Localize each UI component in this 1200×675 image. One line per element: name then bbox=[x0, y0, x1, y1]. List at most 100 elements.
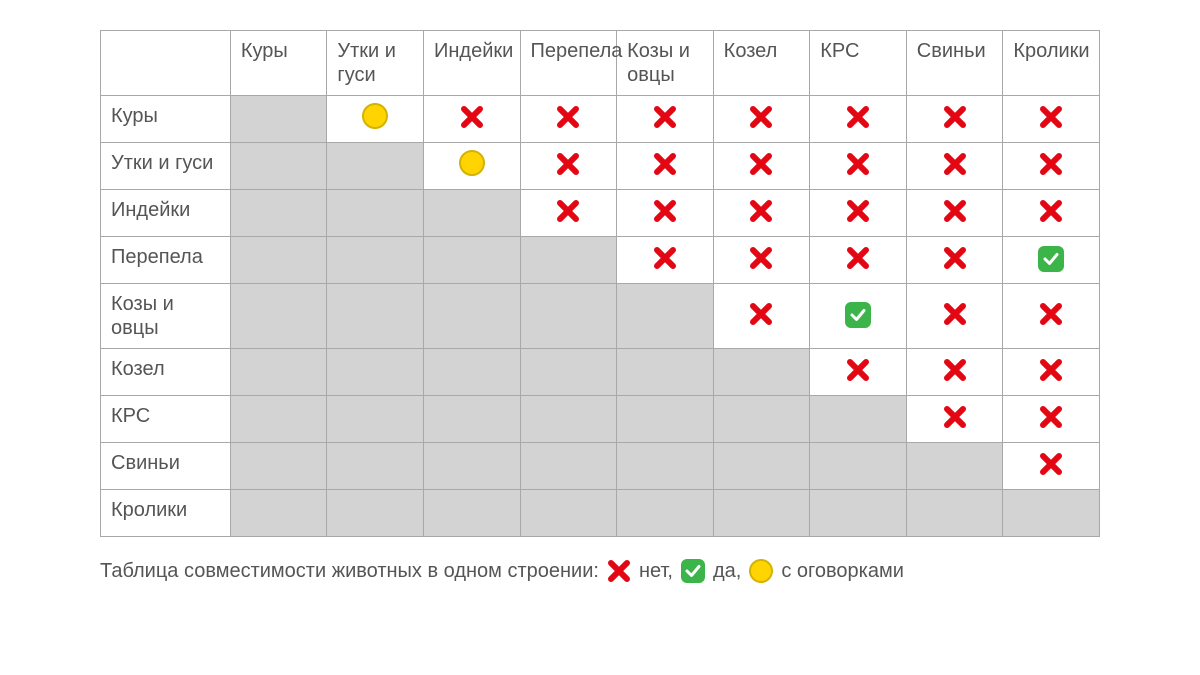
table-row: Утки и гуси bbox=[101, 143, 1100, 190]
no-icon bbox=[747, 197, 775, 225]
row-header: Перепела bbox=[101, 237, 231, 284]
cell bbox=[810, 443, 907, 490]
cell bbox=[230, 96, 327, 143]
cell bbox=[520, 284, 617, 349]
row-header: Индейки bbox=[101, 190, 231, 237]
cell bbox=[327, 96, 424, 143]
no-icon bbox=[1037, 450, 1065, 478]
cell bbox=[230, 396, 327, 443]
cell bbox=[906, 190, 1003, 237]
cell bbox=[713, 443, 810, 490]
cell bbox=[327, 349, 424, 396]
cell bbox=[810, 143, 907, 190]
cell bbox=[327, 237, 424, 284]
cell bbox=[327, 490, 424, 537]
legend-label-no: нет, bbox=[639, 560, 673, 583]
yes-icon bbox=[845, 302, 871, 328]
col-header: Козы и овцы bbox=[617, 31, 714, 96]
cell bbox=[810, 237, 907, 284]
maybe-icon bbox=[362, 103, 388, 129]
cell bbox=[906, 396, 1003, 443]
no-icon bbox=[1037, 403, 1065, 431]
no-icon bbox=[1037, 356, 1065, 384]
cell bbox=[617, 284, 714, 349]
cell bbox=[423, 190, 520, 237]
col-header: Перепела bbox=[520, 31, 617, 96]
table-row: КРС bbox=[101, 396, 1100, 443]
cell bbox=[423, 237, 520, 284]
cell bbox=[617, 349, 714, 396]
cell bbox=[230, 490, 327, 537]
cell bbox=[810, 284, 907, 349]
cell bbox=[1003, 490, 1100, 537]
cell bbox=[713, 490, 810, 537]
no-icon bbox=[747, 244, 775, 272]
no-icon bbox=[651, 244, 679, 272]
col-header: Козел bbox=[713, 31, 810, 96]
maybe-icon bbox=[459, 150, 485, 176]
cell bbox=[520, 443, 617, 490]
no-icon bbox=[941, 356, 969, 384]
col-header: Индейки bbox=[423, 31, 520, 96]
cell bbox=[230, 237, 327, 284]
cell bbox=[423, 396, 520, 443]
table-row: Свиньи bbox=[101, 443, 1100, 490]
cell bbox=[520, 96, 617, 143]
legend: Таблица совместимости животных в одном с… bbox=[100, 559, 1100, 583]
cell bbox=[713, 96, 810, 143]
cell bbox=[617, 96, 714, 143]
cell bbox=[327, 284, 424, 349]
no-icon bbox=[1037, 103, 1065, 131]
cell bbox=[327, 190, 424, 237]
cell bbox=[906, 237, 1003, 284]
cell bbox=[906, 349, 1003, 396]
table-row: Кролики bbox=[101, 490, 1100, 537]
no-icon bbox=[607, 559, 631, 583]
no-icon bbox=[1037, 300, 1065, 328]
cell bbox=[230, 349, 327, 396]
col-header: Свиньи bbox=[906, 31, 1003, 96]
compatibility-table: Куры Утки и гуси Индейки Перепела Козы и… bbox=[100, 30, 1100, 537]
col-header: Куры bbox=[230, 31, 327, 96]
no-icon bbox=[844, 197, 872, 225]
no-icon bbox=[941, 150, 969, 178]
cell bbox=[1003, 237, 1100, 284]
cell bbox=[520, 237, 617, 284]
cell bbox=[1003, 190, 1100, 237]
cell bbox=[906, 490, 1003, 537]
cell bbox=[617, 190, 714, 237]
row-header: Кролики bbox=[101, 490, 231, 537]
cell bbox=[423, 96, 520, 143]
cell bbox=[906, 284, 1003, 349]
no-icon bbox=[554, 150, 582, 178]
cell bbox=[810, 96, 907, 143]
no-icon bbox=[651, 150, 679, 178]
no-icon bbox=[747, 103, 775, 131]
no-icon bbox=[458, 103, 486, 131]
cell bbox=[520, 490, 617, 537]
no-icon bbox=[941, 244, 969, 272]
cell bbox=[423, 284, 520, 349]
yes-icon bbox=[681, 559, 705, 583]
corner-cell bbox=[101, 31, 231, 96]
cell bbox=[1003, 443, 1100, 490]
cell bbox=[906, 96, 1003, 143]
cell bbox=[713, 349, 810, 396]
no-icon bbox=[554, 103, 582, 131]
cell bbox=[520, 396, 617, 443]
cell bbox=[810, 490, 907, 537]
legend-label-yes: да, bbox=[713, 560, 741, 583]
cell bbox=[1003, 349, 1100, 396]
table-row: Индейки bbox=[101, 190, 1100, 237]
cell bbox=[1003, 96, 1100, 143]
row-header: Свиньи bbox=[101, 443, 231, 490]
no-icon bbox=[844, 356, 872, 384]
cell bbox=[520, 143, 617, 190]
table-row: Куры bbox=[101, 96, 1100, 143]
no-icon bbox=[941, 103, 969, 131]
no-icon bbox=[1037, 197, 1065, 225]
cell bbox=[906, 443, 1003, 490]
cell bbox=[713, 237, 810, 284]
row-header: Утки и гуси bbox=[101, 143, 231, 190]
cell bbox=[810, 190, 907, 237]
